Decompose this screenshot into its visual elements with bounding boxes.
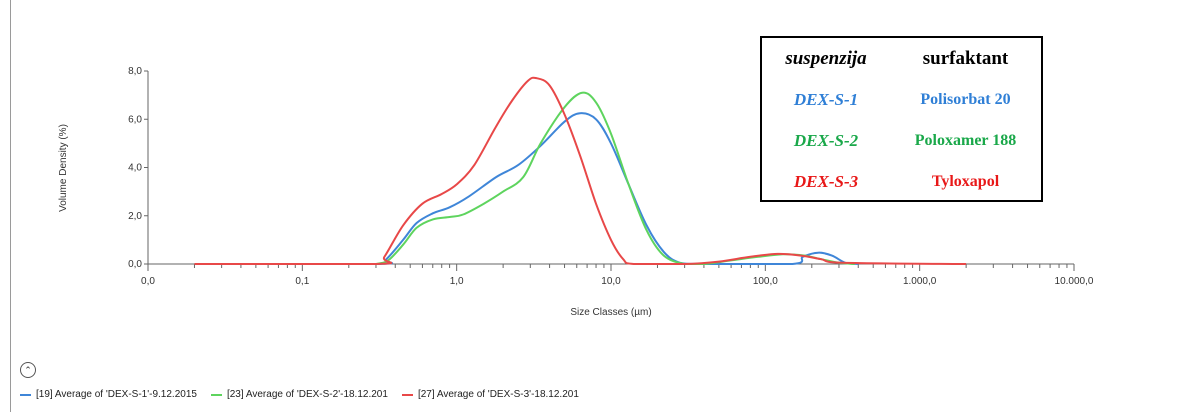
surfactant-table: suspenzija surfaktant DEX-S-1 Polisorbat… xyxy=(760,36,1043,202)
legend-label: [19] Average of 'DEX-S-1'-9.12.2015 xyxy=(36,389,197,400)
table-header-suspenzija: suspenzija xyxy=(785,47,867,69)
table-header-row: suspenzija surfaktant xyxy=(762,38,1041,79)
x-tick-label: 10,0 xyxy=(601,276,621,287)
x-tick-label: 0,0 xyxy=(141,276,155,287)
legend-collapse-button[interactable]: ⌃ xyxy=(20,362,36,378)
y-tick-label: 8,0 xyxy=(128,66,142,77)
table-cell-suspension: DEX-S-1 xyxy=(793,89,859,109)
legend-label: [23] Average of 'DEX-S-2'-18.12.201 xyxy=(226,389,388,400)
series-line-3 xyxy=(194,76,967,266)
legend-item[interactable]: [27] Average of 'DEX-S-3'-18.12.201 xyxy=(401,389,579,400)
legend-swatch xyxy=(20,393,31,396)
table-header-surfaktant: surfaktant xyxy=(922,47,1009,69)
table-cell-surfactant: Poloxamer 188 xyxy=(914,131,1017,149)
y-axis-title: Volume Density (%) xyxy=(58,124,69,212)
table-row: DEX-S-2 Poloxamer 188 xyxy=(762,120,1041,161)
legend-swatch xyxy=(401,393,413,396)
y-tick-label: 0,0 xyxy=(128,259,142,270)
table-cell-suspension: DEX-S-2 xyxy=(793,130,859,150)
table-cell-surfactant: Polisorbat 20 xyxy=(920,90,1011,108)
y-tick-label: 2,0 xyxy=(128,211,142,222)
x-tick-label: 10.000,0 xyxy=(1055,276,1094,287)
legend-swatch xyxy=(210,393,222,396)
chart-legend: [19] Average of 'DEX-S-1'-9.12.2015 [23]… xyxy=(20,389,579,400)
left-divider xyxy=(10,0,11,412)
table-row: DEX-S-1 Polisorbat 20 xyxy=(762,79,1041,120)
x-tick-label: 100,0 xyxy=(753,276,778,287)
x-tick-label: 1.000,0 xyxy=(903,276,937,287)
legend-label: [27] Average of 'DEX-S-3'-18.12.201 xyxy=(417,389,579,400)
y-tick-label: 6,0 xyxy=(128,114,142,125)
legend-item[interactable]: [19] Average of 'DEX-S-1'-9.12.2015 xyxy=(20,389,197,400)
table-cell-suspension: DEX-S-3 xyxy=(793,171,859,191)
x-axis-title: Size Classes (µm) xyxy=(570,307,651,318)
x-tick-label: 0,1 xyxy=(295,276,309,287)
table-row: DEX-S-3 Tyloxapol xyxy=(762,161,1041,202)
x-tick-label: 1,0 xyxy=(450,276,464,287)
series-line-1 xyxy=(194,112,859,266)
chevron-up-icon: ⌃ xyxy=(24,364,32,375)
table-cell-surfactant: Tyloxapol xyxy=(931,172,1000,190)
legend-item[interactable]: [23] Average of 'DEX-S-2'-18.12.201 xyxy=(210,389,388,400)
y-tick-label: 4,0 xyxy=(128,163,142,174)
